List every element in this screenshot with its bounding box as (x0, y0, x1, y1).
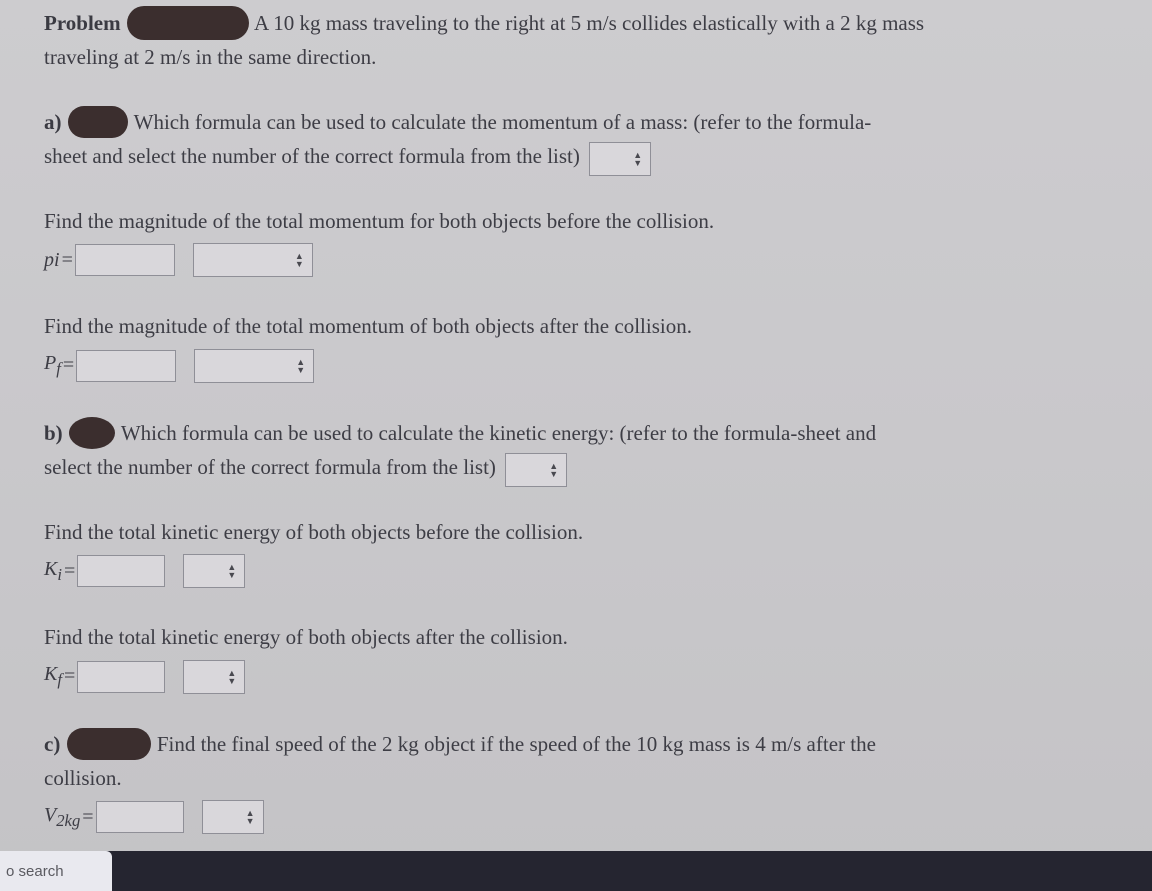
ki-input[interactable] (77, 555, 165, 587)
quiz-page: Problem A 10 kg mass traveling to the ri… (0, 0, 1152, 834)
part-c-text-2: collision. (44, 766, 122, 790)
equals-sign: = (82, 806, 93, 829)
taskbar (0, 851, 1152, 891)
redaction-mark (68, 106, 128, 138)
updown-icon (246, 809, 255, 825)
equals-sign: = (64, 560, 75, 583)
pi-input[interactable] (75, 244, 175, 276)
part-a-text-1: Which formula can be used to calculate t… (134, 110, 872, 134)
problem-text-1: A 10 kg mass traveling to the right at 5… (254, 11, 924, 35)
kf-var: Kf (44, 663, 62, 690)
pf-input[interactable] (76, 350, 176, 382)
kf-unit-select[interactable] (183, 660, 245, 694)
updown-icon (227, 669, 236, 685)
kf-row: Kf = (44, 660, 1108, 694)
part-a: a) Which formula can be used to calculat… (44, 106, 1108, 176)
part-c-label: c) (44, 732, 60, 756)
v2-input[interactable] (96, 801, 184, 833)
redaction-mark (69, 417, 115, 449)
v2-var: V2kg (44, 804, 80, 831)
part-b-text-1: Which formula can be used to calculate t… (121, 421, 876, 445)
problem-statement: Problem A 10 kg mass traveling to the ri… (44, 8, 1108, 74)
pi-var: pi (44, 249, 60, 272)
redaction-mark (67, 728, 151, 760)
search-text: o search (6, 863, 64, 880)
updown-icon (296, 358, 305, 374)
updown-icon (549, 462, 558, 478)
pi-unit-select[interactable] (193, 243, 313, 277)
pf-prompt: Find the magnitude of the total momentum… (44, 311, 1108, 343)
pf-unit-select[interactable] (194, 349, 314, 383)
v2-unit-select[interactable] (202, 800, 264, 834)
problem-text-2: traveling at 2 m/s in the same direction… (44, 45, 376, 69)
pi-row: pi = (44, 243, 1108, 277)
ki-var: Ki (44, 558, 62, 585)
part-a-label: a) (44, 110, 62, 134)
problem-label: Problem (44, 11, 121, 35)
redaction-mark (127, 6, 249, 40)
pi-prompt: Find the magnitude of the total momentum… (44, 206, 1108, 238)
updown-icon (295, 252, 304, 268)
equals-sign: = (62, 249, 73, 272)
kf-prompt: Find the total kinetic energy of both ob… (44, 622, 1108, 654)
part-b-label: b) (44, 421, 63, 445)
updown-icon (633, 151, 642, 167)
kf-input[interactable] (77, 661, 165, 693)
equals-sign: = (64, 665, 75, 688)
taskbar-search[interactable]: o search (0, 851, 112, 891)
ki-prompt: Find the total kinetic energy of both ob… (44, 517, 1108, 549)
part-c-text-1: Find the final speed of the 2 kg object … (157, 732, 876, 756)
pf-row: Pf = (44, 349, 1108, 383)
v2-row: V2kg = (44, 800, 1108, 834)
ki-row: Ki = (44, 554, 1108, 588)
pf-var: Pf (44, 352, 61, 379)
part-b-text-2: select the number of the correct formula… (44, 455, 496, 479)
part-c: c) Find the final speed of the 2 kg obje… (44, 728, 1108, 795)
part-b: b) Which formula can be used to calculat… (44, 417, 1108, 487)
formula-select-a[interactable] (589, 142, 651, 176)
ki-unit-select[interactable] (183, 554, 245, 588)
equals-sign: = (63, 354, 74, 377)
updown-icon (227, 563, 236, 579)
formula-select-b[interactable] (505, 453, 567, 487)
part-a-text-2: sheet and select the number of the corre… (44, 144, 580, 168)
